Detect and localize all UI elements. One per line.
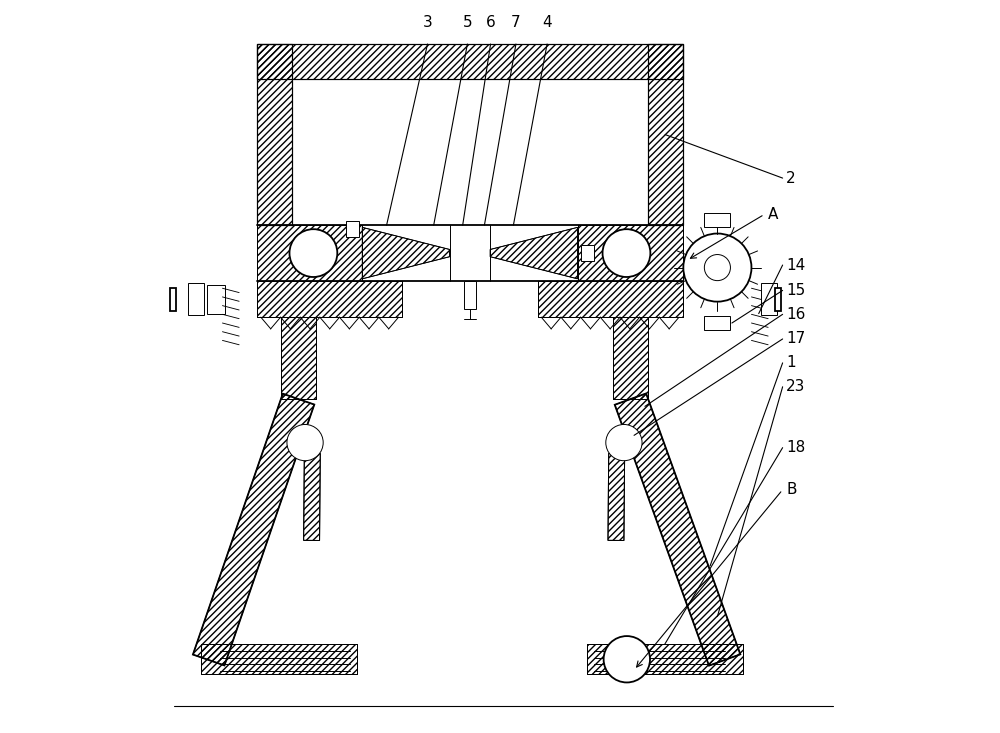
Text: 1: 1 [786,356,796,370]
Bar [201,644,357,674]
Circle shape [604,636,650,682]
Bar [775,287,781,311]
Bar [578,225,683,281]
Bar [170,287,176,311]
Text: 4: 4 [542,15,552,29]
Text: 2: 2 [786,171,796,185]
Text: 18: 18 [786,440,805,455]
Circle shape [289,229,337,277]
Bar [538,281,683,317]
Text: 6: 6 [486,15,495,29]
Bar [257,44,292,225]
Bar [648,44,683,225]
Circle shape [603,229,650,277]
Text: 16: 16 [786,307,806,322]
Bar [257,281,402,317]
Bar [613,317,648,399]
Text: 14: 14 [786,257,805,273]
Bar [281,317,316,399]
Bar [346,221,359,237]
Text: A: A [768,207,779,222]
Circle shape [287,424,323,461]
Bar [704,213,730,227]
Bar [257,225,362,281]
Bar [188,283,204,315]
Circle shape [704,254,730,281]
Circle shape [683,234,751,302]
Bar [464,281,476,309]
Circle shape [606,424,642,461]
Text: 3: 3 [423,15,432,29]
Bar [761,283,777,315]
Bar [587,644,743,674]
Text: 23: 23 [786,379,806,394]
Bar [207,284,225,314]
Text: 15: 15 [786,283,805,298]
Bar [581,245,594,261]
Text: 17: 17 [786,331,805,347]
Text: 5: 5 [463,15,472,29]
Bar [257,44,683,79]
Bar [704,316,730,331]
Text: 7: 7 [511,15,521,29]
Text: B: B [786,482,797,497]
